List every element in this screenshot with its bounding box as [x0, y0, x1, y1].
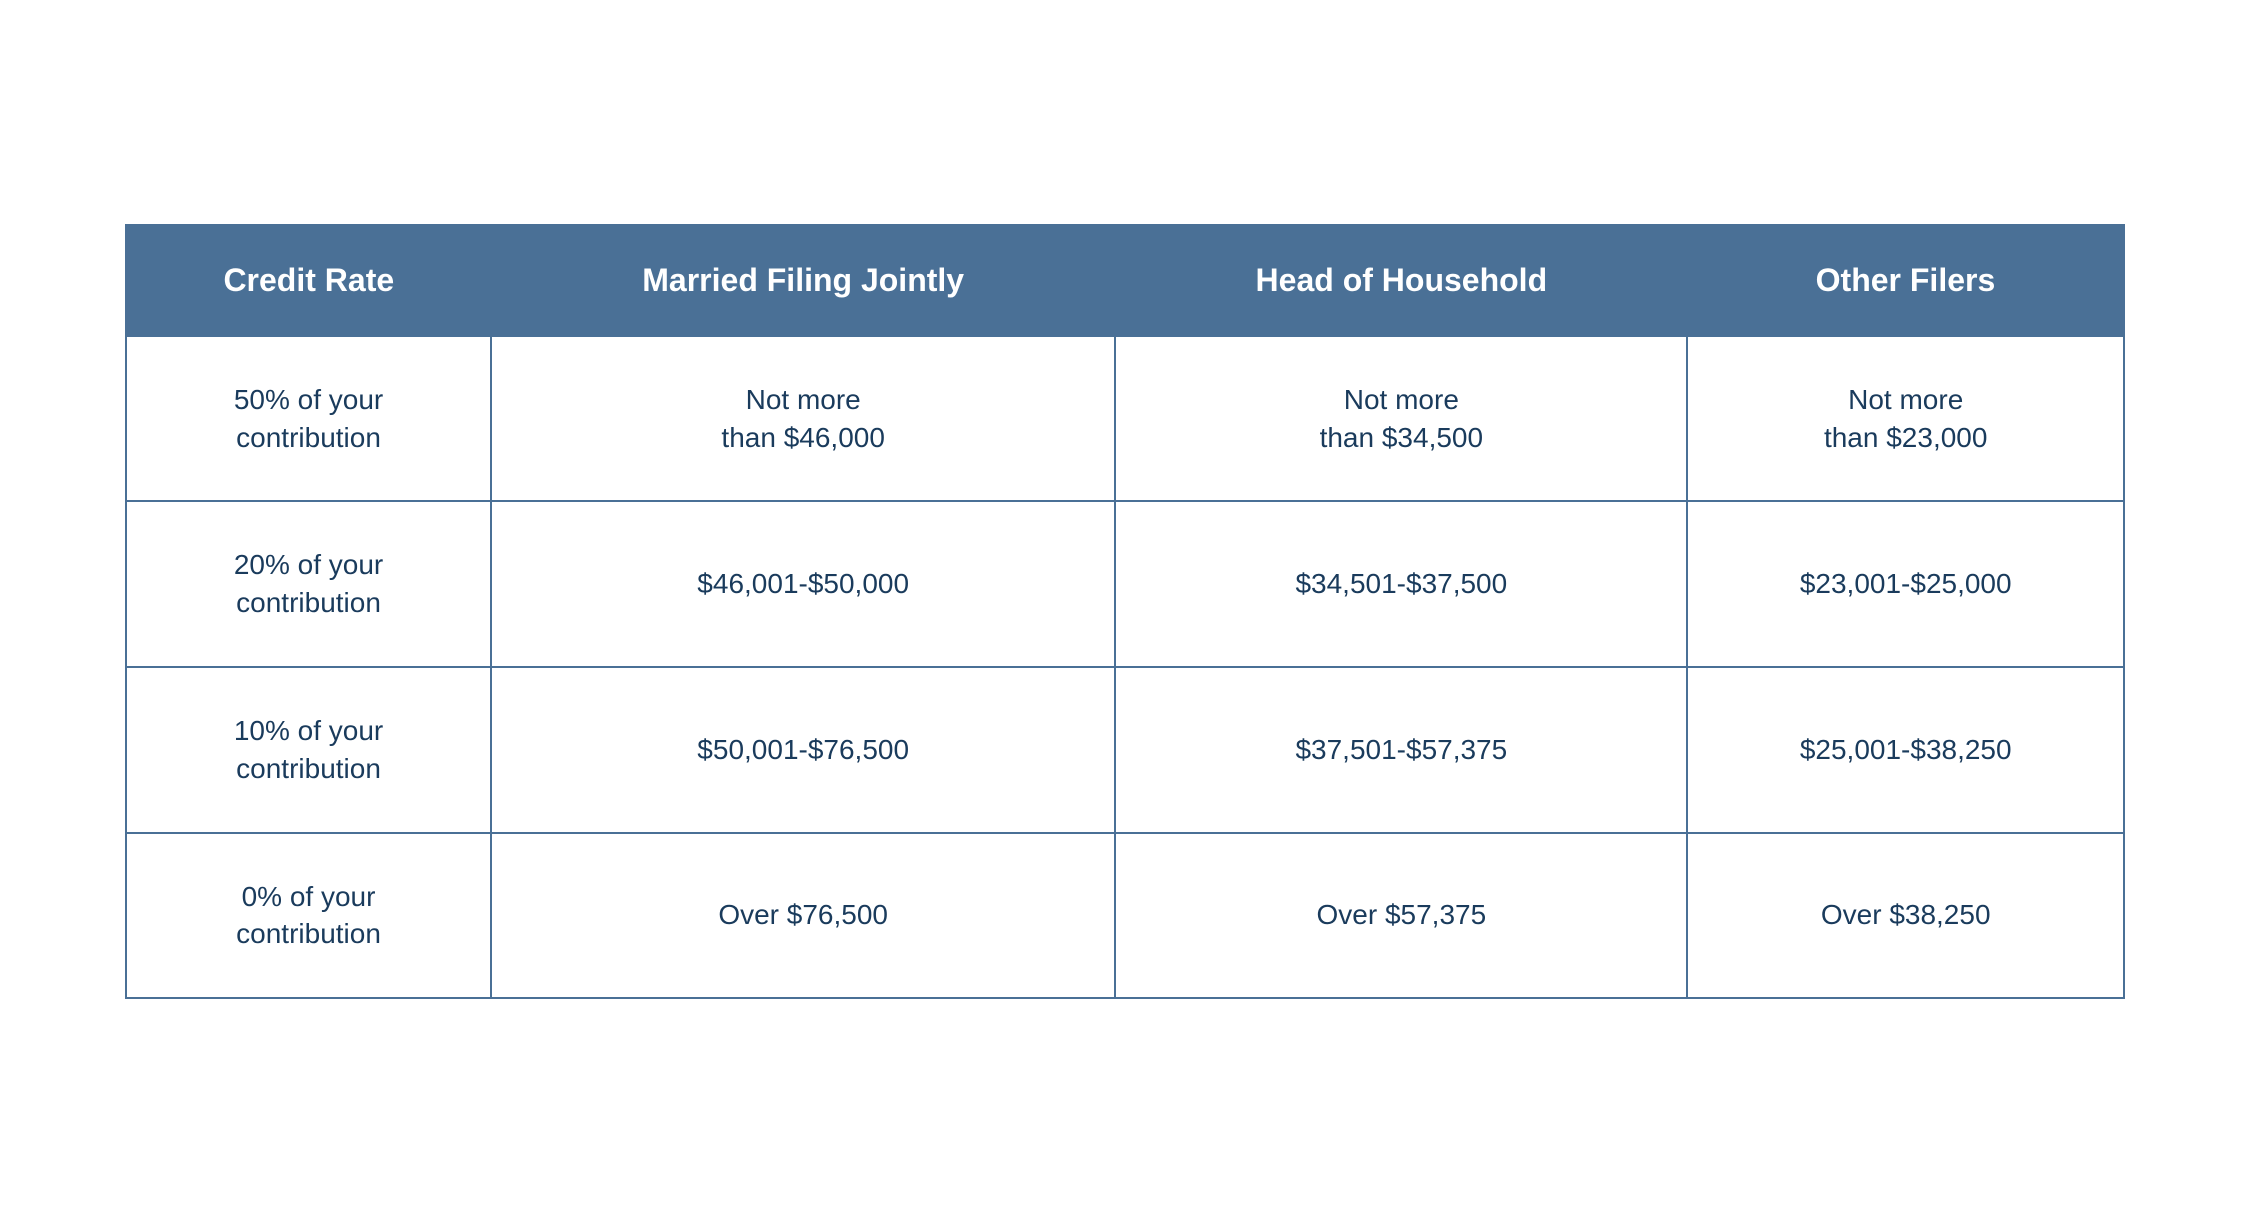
- cell-text-line: contribution: [147, 419, 470, 457]
- cell-text-line: than $23,000: [1708, 419, 2103, 457]
- cell-text-line: $25,001-$38,250: [1708, 731, 2103, 769]
- cell-married: Not more than $46,000: [491, 336, 1115, 502]
- credit-rate-table: Credit Rate Married Filing Jointly Head …: [125, 224, 2125, 999]
- header-credit-rate: Credit Rate: [126, 225, 491, 336]
- cell-text-line: Not more: [1136, 381, 1666, 419]
- cell-text-line: Over $57,375: [1136, 896, 1666, 934]
- cell-head: Not more than $34,500: [1115, 336, 1687, 502]
- cell-married: $46,001-$50,000: [491, 501, 1115, 667]
- cell-text-line: Over $76,500: [512, 896, 1094, 934]
- cell-other: Over $38,250: [1687, 833, 2124, 999]
- cell-head: $37,501-$57,375: [1115, 667, 1687, 833]
- cell-married: $50,001-$76,500: [491, 667, 1115, 833]
- cell-credit-rate: 20% of your contribution: [126, 501, 491, 667]
- cell-text-line: 10% of your: [147, 712, 470, 750]
- cell-text-line: than $46,000: [512, 419, 1094, 457]
- cell-text-line: $46,001-$50,000: [512, 565, 1094, 603]
- cell-married: Over $76,500: [491, 833, 1115, 999]
- cell-other: $23,001-$25,000: [1687, 501, 2124, 667]
- cell-text-line: Over $38,250: [1708, 896, 2103, 934]
- cell-text-line: contribution: [147, 750, 470, 788]
- cell-head: Over $57,375: [1115, 833, 1687, 999]
- cell-other: $25,001-$38,250: [1687, 667, 2124, 833]
- cell-text-line: $34,501-$37,500: [1136, 565, 1666, 603]
- cell-text-line: $50,001-$76,500: [512, 731, 1094, 769]
- header-married-filing-jointly: Married Filing Jointly: [491, 225, 1115, 336]
- header-other-filers: Other Filers: [1687, 225, 2124, 336]
- table-row: 0% of your contribution Over $76,500 Ove…: [126, 833, 2124, 999]
- table-header-row: Credit Rate Married Filing Jointly Head …: [126, 225, 2124, 336]
- header-head-of-household: Head of Household: [1115, 225, 1687, 336]
- cell-credit-rate: 0% of your contribution: [126, 833, 491, 999]
- cell-text-line: Not more: [512, 381, 1094, 419]
- credit-rate-table-container: Credit Rate Married Filing Jointly Head …: [125, 224, 2125, 999]
- cell-text-line: contribution: [147, 584, 470, 622]
- cell-credit-rate: 50% of your contribution: [126, 336, 491, 502]
- cell-text-line: than $34,500: [1136, 419, 1666, 457]
- cell-text-line: 50% of your: [147, 381, 470, 419]
- cell-text-line: 20% of your: [147, 546, 470, 584]
- cell-text-line: $23,001-$25,000: [1708, 565, 2103, 603]
- cell-text-line: Not more: [1708, 381, 2103, 419]
- cell-text-line: contribution: [147, 915, 470, 953]
- cell-head: $34,501-$37,500: [1115, 501, 1687, 667]
- cell-other: Not more than $23,000: [1687, 336, 2124, 502]
- cell-text-line: 0% of your: [147, 878, 470, 916]
- table-row: 50% of your contribution Not more than $…: [126, 336, 2124, 502]
- cell-text-line: $37,501-$57,375: [1136, 731, 1666, 769]
- table-row: 10% of your contribution $50,001-$76,500…: [126, 667, 2124, 833]
- table-row: 20% of your contribution $46,001-$50,000…: [126, 501, 2124, 667]
- cell-credit-rate: 10% of your contribution: [126, 667, 491, 833]
